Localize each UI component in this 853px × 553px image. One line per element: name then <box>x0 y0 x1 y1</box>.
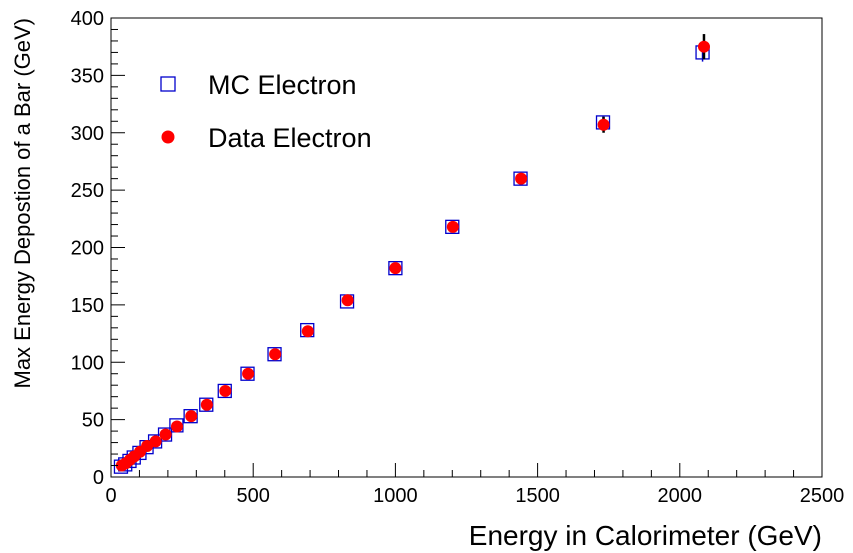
legend-mc-label: MC Electron <box>208 70 357 100</box>
x-tick-label: 0 <box>105 485 116 507</box>
legend-data-label: Data Electron <box>208 123 372 153</box>
data-electron-point <box>389 262 402 275</box>
x-tick-label: 1000 <box>373 485 418 507</box>
x-axis-title: Energy in Calorimeter (GeV) <box>469 520 822 551</box>
data-electron-point <box>185 410 198 423</box>
x-tick-label: 500 <box>237 485 270 507</box>
data-electron-point <box>170 420 183 433</box>
data-electron-point <box>149 435 162 448</box>
x-tick-label: 2000 <box>658 485 703 507</box>
axis-ticks <box>110 17 823 478</box>
y-tick-label: 50 <box>82 410 104 432</box>
y-tick-label: 0 <box>93 467 104 489</box>
y-tick-label: 100 <box>71 352 104 374</box>
data-electron-point <box>446 220 459 233</box>
x-tick-label: 2500 <box>800 485 845 507</box>
y-tick-label: 400 <box>71 8 104 30</box>
x-tick-label: 1500 <box>515 485 560 507</box>
data-electron-point <box>597 118 610 131</box>
y-tick-label: 250 <box>71 180 104 202</box>
plot-marks <box>113 34 710 474</box>
y-tick-label: 200 <box>71 238 104 260</box>
data-electron-point <box>341 294 354 307</box>
y-axis-title: Max Energy Depostion of a Bar (GeV) <box>10 18 35 389</box>
legend: MC Electron Data Electron <box>160 70 372 153</box>
data-electron-point <box>159 428 172 441</box>
data-electron-point <box>301 325 314 338</box>
data-electron-point <box>242 367 255 380</box>
data-electron-point <box>515 172 528 185</box>
axis-tick-labels: 0 500 1000 1500 2000 2500 0 50 100 150 200 250 300 35… <box>71 8 845 507</box>
y-tick-label: 150 <box>71 295 104 317</box>
legend-mc-marker <box>160 76 176 92</box>
y-tick-label: 350 <box>71 65 104 87</box>
data-electron-point <box>697 40 710 53</box>
mc-electron-point <box>388 261 403 276</box>
data-electron-point <box>219 384 232 397</box>
data-electron-point <box>200 398 213 411</box>
data-electron-point <box>269 348 282 361</box>
y-tick-label: 300 <box>71 123 104 145</box>
legend-data-marker <box>161 130 175 144</box>
